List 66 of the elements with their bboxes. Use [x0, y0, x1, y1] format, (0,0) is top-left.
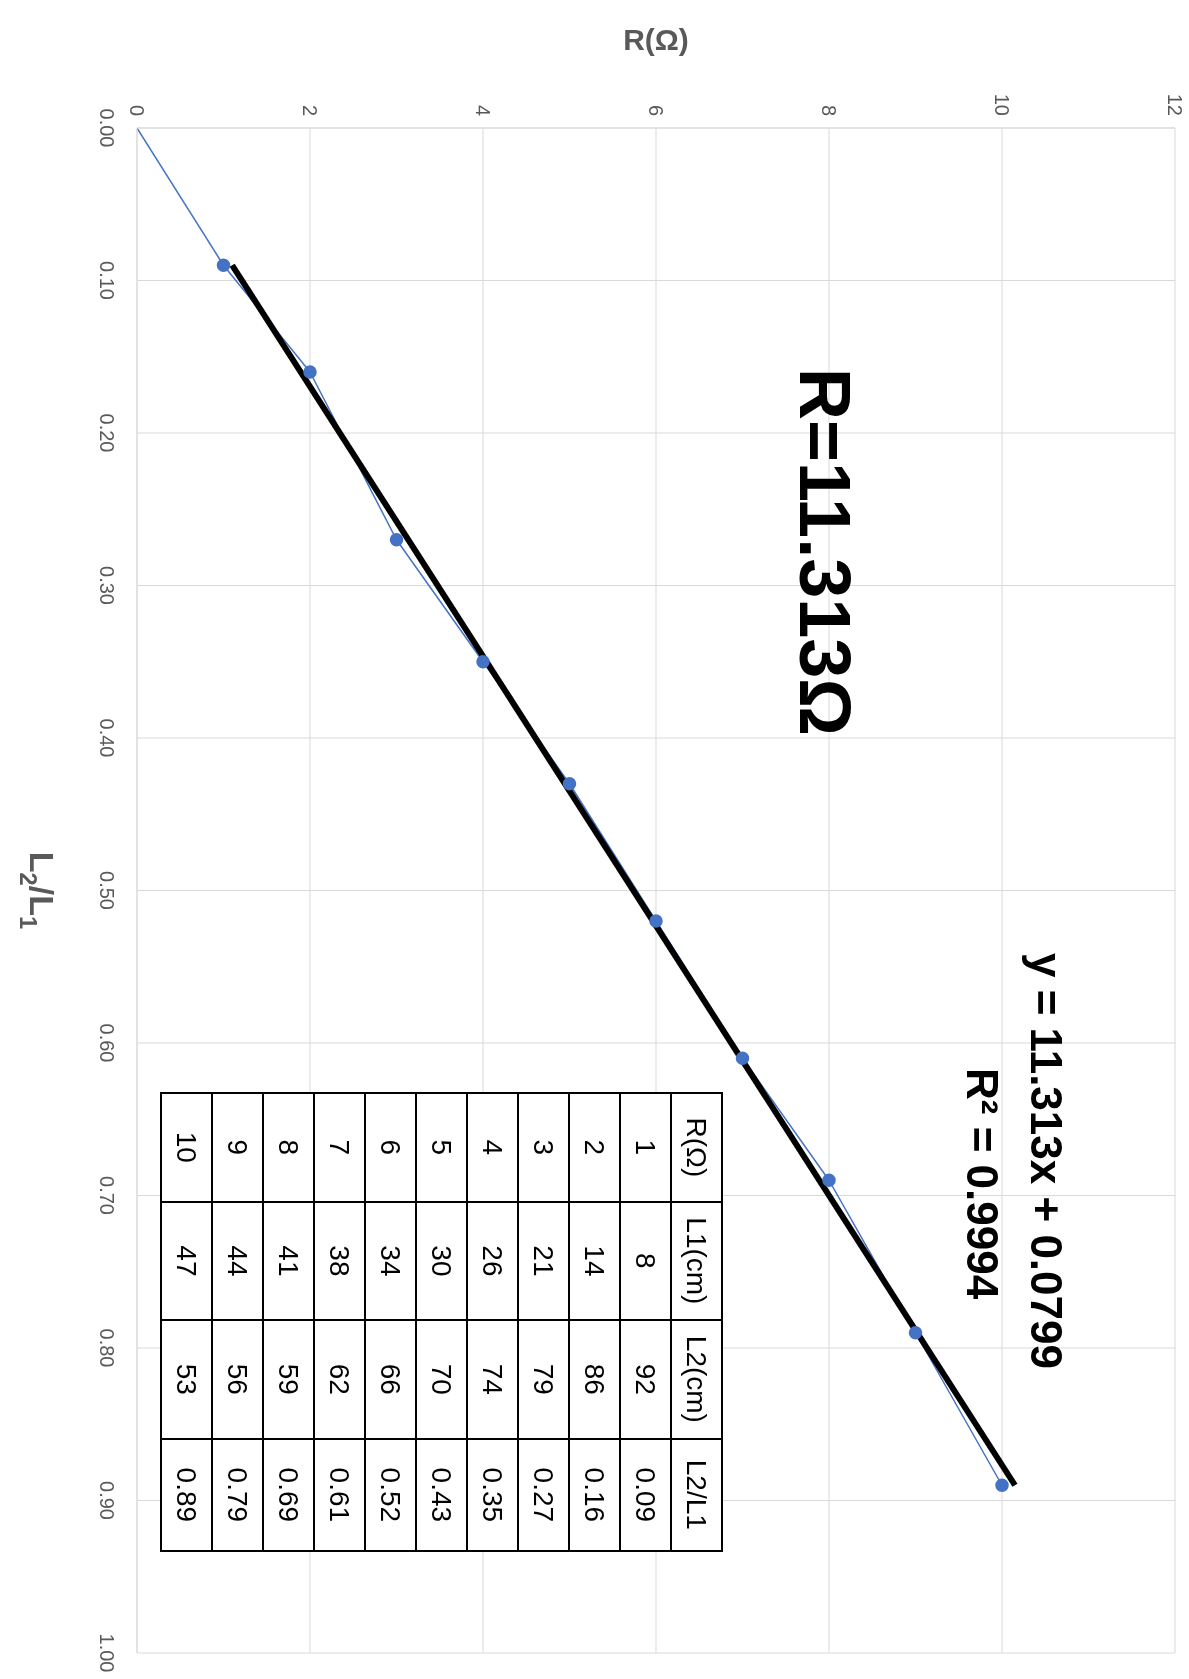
- y-tick-label: 0.90: [96, 1481, 118, 1520]
- annotation: 14: [569, 1201, 620, 1321]
- annotation: R(Ω): [671, 1093, 722, 1202]
- annotation: 8: [620, 1201, 671, 1321]
- annotation: 79: [518, 1320, 569, 1439]
- y-tick-label: 0.10: [96, 261, 118, 300]
- annotation: 92: [620, 1320, 671, 1439]
- annotation: L2/L1: [671, 1438, 722, 1551]
- x-tick-label: 6: [645, 104, 667, 116]
- annotation: 0.79: [212, 1438, 263, 1551]
- annotation: 0.43: [416, 1438, 467, 1551]
- annotation: 4: [467, 1093, 518, 1202]
- x-tick-label: 2: [299, 104, 321, 116]
- annotation: 10: [161, 1093, 212, 1202]
- x-tick-label: 12: [1164, 93, 1186, 116]
- annotation: 70: [416, 1320, 467, 1439]
- annotation: 0.69: [263, 1438, 314, 1551]
- annotation: 74: [467, 1320, 518, 1439]
- annotation: R=11.313Ω: [785, 368, 865, 737]
- y-tick-label: 0.40: [96, 718, 118, 758]
- annotation: 21: [518, 1201, 569, 1321]
- annotation: 47: [161, 1201, 212, 1321]
- annotation: 0.16: [569, 1438, 620, 1551]
- annotation: 3: [518, 1093, 569, 1202]
- annotation: 38: [314, 1201, 365, 1321]
- annotation: 56: [212, 1320, 263, 1439]
- annotation: 44: [212, 1201, 263, 1321]
- y-tick-label: 0.30: [96, 566, 118, 605]
- annotation: 86: [569, 1320, 620, 1439]
- annotation: y = 11.313x + 0.0799: [1022, 953, 1071, 1369]
- y-tick-label: 0.60: [96, 1023, 118, 1063]
- y-tick-label: 0.70: [96, 1176, 118, 1215]
- annotation: 26: [467, 1201, 518, 1321]
- x-tick-label: 4: [472, 104, 494, 116]
- annotation: 0.09: [620, 1438, 671, 1551]
- x-tick-label: 0: [126, 104, 148, 116]
- annotation: 41: [263, 1201, 314, 1321]
- annotation: 1: [620, 1093, 671, 1202]
- annotation: L2(cm): [671, 1320, 722, 1439]
- annotation: 0.35: [467, 1438, 518, 1551]
- annotation: 9: [212, 1093, 263, 1202]
- annotation: 2: [569, 1093, 620, 1202]
- x-tick-label: 8: [818, 104, 840, 116]
- annotation: 5: [416, 1093, 467, 1202]
- y-tick-label: 0.50: [96, 871, 118, 910]
- annotation: 8: [263, 1093, 314, 1202]
- y-tick-label: 0.00: [96, 108, 118, 148]
- annotation: 66: [365, 1320, 416, 1439]
- annotation: 0.52: [365, 1438, 416, 1551]
- x-axis-title: R(Ω): [623, 23, 689, 56]
- y-tick-label: 0.20: [96, 413, 118, 453]
- annotation: 0.89: [161, 1438, 212, 1551]
- annotation: 62: [314, 1320, 365, 1439]
- annotation: L1(cm): [671, 1201, 722, 1321]
- annotation: 34: [365, 1201, 416, 1321]
- annotation: 30: [416, 1201, 467, 1321]
- annotation: 59: [263, 1320, 314, 1439]
- annotation: 0.27: [518, 1438, 569, 1551]
- y-tick-label: 0.80: [96, 1328, 118, 1368]
- annotation: 53: [161, 1320, 212, 1439]
- y-tick-label: 1.00: [96, 1633, 118, 1673]
- annotation: 6: [365, 1093, 416, 1202]
- x-tick-label: 10: [991, 93, 1013, 116]
- annotation: 0.61: [314, 1438, 365, 1551]
- annotation: 7: [314, 1093, 365, 1202]
- annotation: R² = 0.9994: [958, 1068, 1007, 1300]
